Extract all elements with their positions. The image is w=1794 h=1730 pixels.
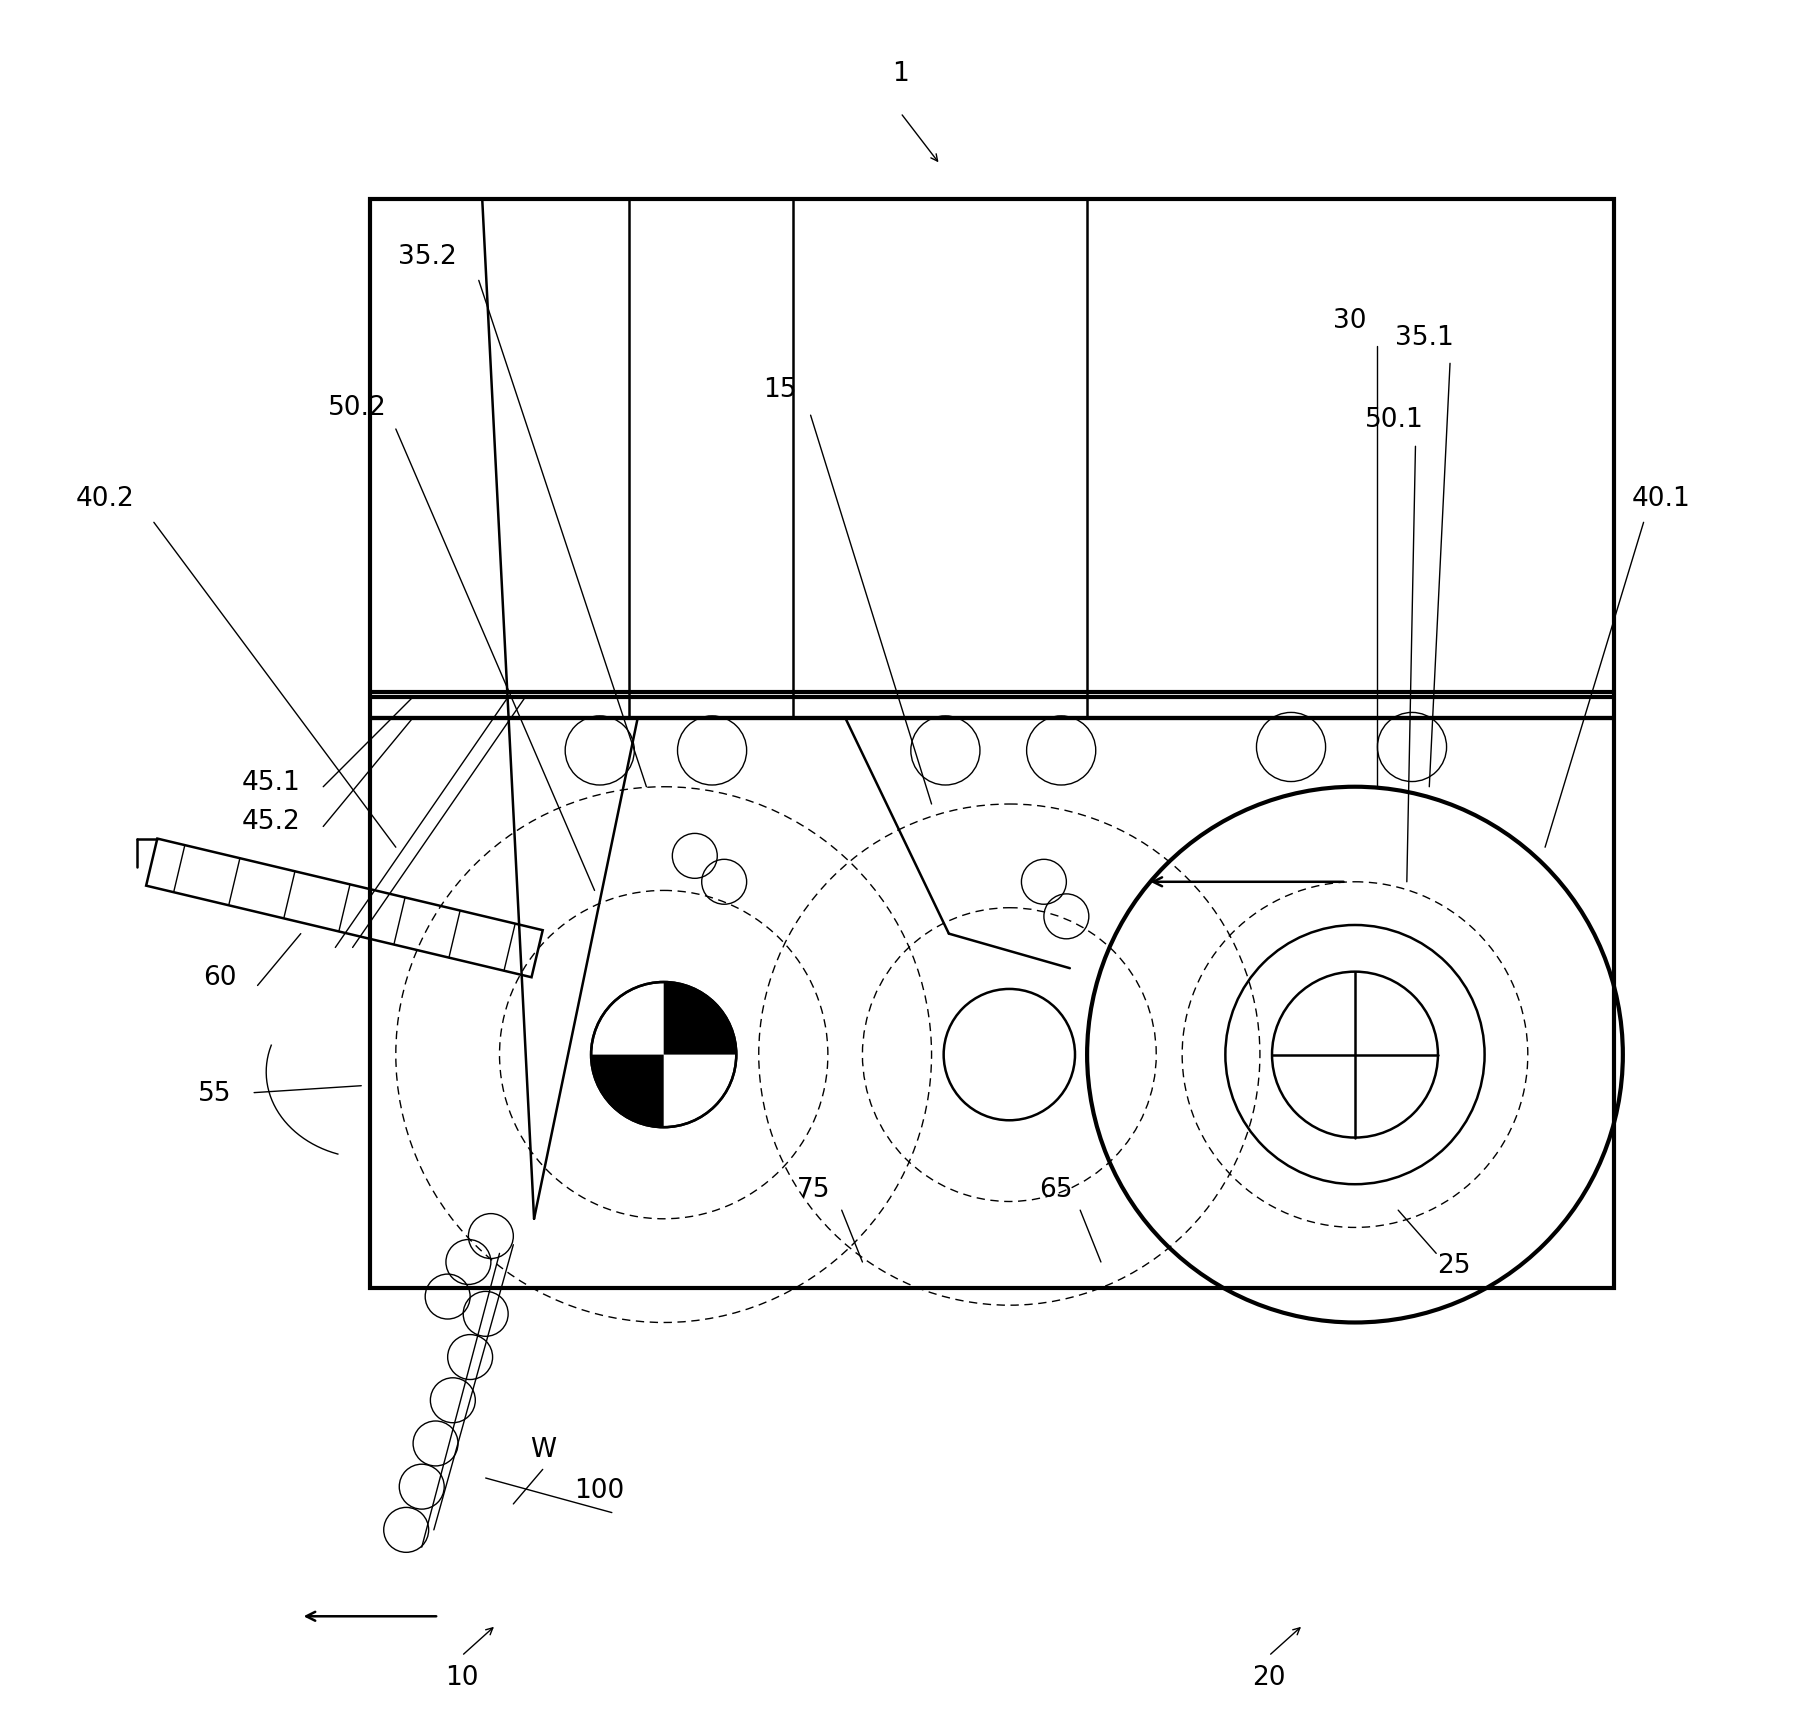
Text: 35.2: 35.2 bbox=[398, 244, 456, 270]
Text: 65: 65 bbox=[1039, 1176, 1073, 1202]
Text: 30: 30 bbox=[1333, 308, 1367, 334]
Text: 40.2: 40.2 bbox=[75, 486, 135, 512]
Text: 60: 60 bbox=[203, 964, 237, 990]
Text: 45.2: 45.2 bbox=[242, 810, 301, 836]
Text: 45.1: 45.1 bbox=[242, 770, 301, 796]
Text: 15: 15 bbox=[762, 377, 797, 403]
Text: 50.2: 50.2 bbox=[328, 394, 388, 420]
Text: 40.1: 40.1 bbox=[1631, 486, 1690, 512]
Text: 75: 75 bbox=[797, 1176, 831, 1202]
Text: 35.1: 35.1 bbox=[1394, 325, 1453, 351]
Text: 50.1: 50.1 bbox=[1365, 407, 1424, 432]
Bar bbox=[370, 201, 1615, 1289]
Text: 100: 100 bbox=[574, 1477, 624, 1503]
Text: 1: 1 bbox=[892, 61, 910, 86]
Text: 10: 10 bbox=[445, 1664, 479, 1690]
Text: W: W bbox=[529, 1436, 556, 1462]
Text: 55: 55 bbox=[197, 1080, 231, 1105]
Polygon shape bbox=[664, 983, 736, 1055]
Polygon shape bbox=[590, 1055, 664, 1128]
Text: 25: 25 bbox=[1437, 1253, 1471, 1278]
Text: 20: 20 bbox=[1252, 1664, 1285, 1690]
